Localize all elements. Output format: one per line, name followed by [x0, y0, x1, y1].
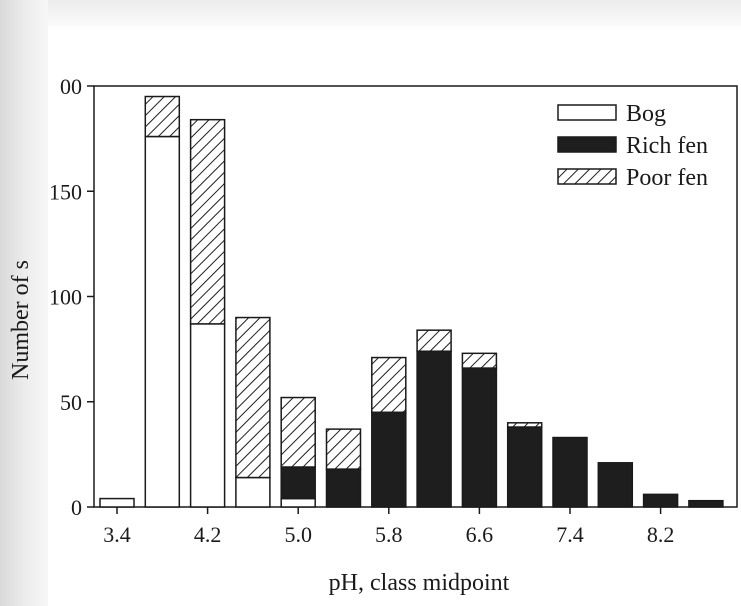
x-tick-label: 8.2: [647, 522, 675, 547]
scan-shadow-left: [0, 0, 48, 606]
bar-rich-fen: [280, 466, 316, 500]
x-axis-title: pH, class midpoint: [329, 570, 510, 596]
legend: Bog Rich fen Poor fen: [557, 101, 708, 191]
bar-rich-fen: [325, 468, 362, 508]
legend-swatch-rich-fen: [557, 136, 617, 153]
x-tick-label: 3.4: [103, 522, 131, 547]
legend-label-rich-fen: Rich fen: [626, 133, 708, 159]
legend-label-bog: Bog: [626, 101, 666, 127]
y-tick-label: 150: [49, 179, 82, 204]
bar-rich-fen: [688, 499, 724, 508]
x-tick-label: 5.8: [375, 522, 403, 547]
bar-rich-fen: [371, 411, 407, 508]
bar-rich-fen: [416, 350, 452, 508]
bar-poor-fen: [461, 352, 498, 369]
x-tick-label: 7.4: [556, 522, 584, 547]
bar-poor-fen: [416, 329, 452, 352]
bar-bog: [280, 497, 316, 508]
bar-bog: [235, 476, 271, 508]
bar-poor-fen: [325, 428, 362, 470]
legend-swatch-bog: [557, 104, 617, 121]
bar-poor-fen: [144, 95, 181, 138]
legend-label-poor-fen: Poor fen: [626, 165, 708, 191]
bar-rich-fen: [506, 426, 543, 508]
bar-rich-fen: [461, 367, 498, 508]
x-tick-label: 6.6: [466, 522, 494, 547]
bar-bog: [189, 323, 226, 508]
bar-bog: [99, 497, 135, 508]
scan-shadow-top: [0, 0, 741, 26]
legend-swatch-poor-fen: [557, 168, 617, 185]
bar-poor-fen: [280, 396, 316, 468]
bar-rich-fen: [597, 462, 634, 508]
x-tick-label: 5.0: [284, 522, 312, 547]
y-tick-label: 00: [60, 74, 82, 99]
y-axis-title: Number of s: [8, 260, 34, 380]
bar-poor-fen: [506, 422, 543, 428]
y-tick-label: 50: [60, 390, 82, 415]
y-tick-label: 0: [71, 495, 82, 520]
bar-poor-fen: [371, 356, 407, 414]
bar-rich-fen: [552, 436, 588, 508]
bar-poor-fen: [235, 316, 271, 479]
y-tick-label: 100: [49, 285, 82, 310]
bar-poor-fen: [189, 118, 226, 325]
plot-area: 3.4 4.2 5.0 5.8 6.6 7.4 8.2 0 50 100 150 00: [49, 74, 738, 547]
x-tick-label: 4.2: [194, 522, 222, 547]
bar-bog: [144, 135, 181, 508]
bar-rich-fen: [642, 493, 679, 508]
